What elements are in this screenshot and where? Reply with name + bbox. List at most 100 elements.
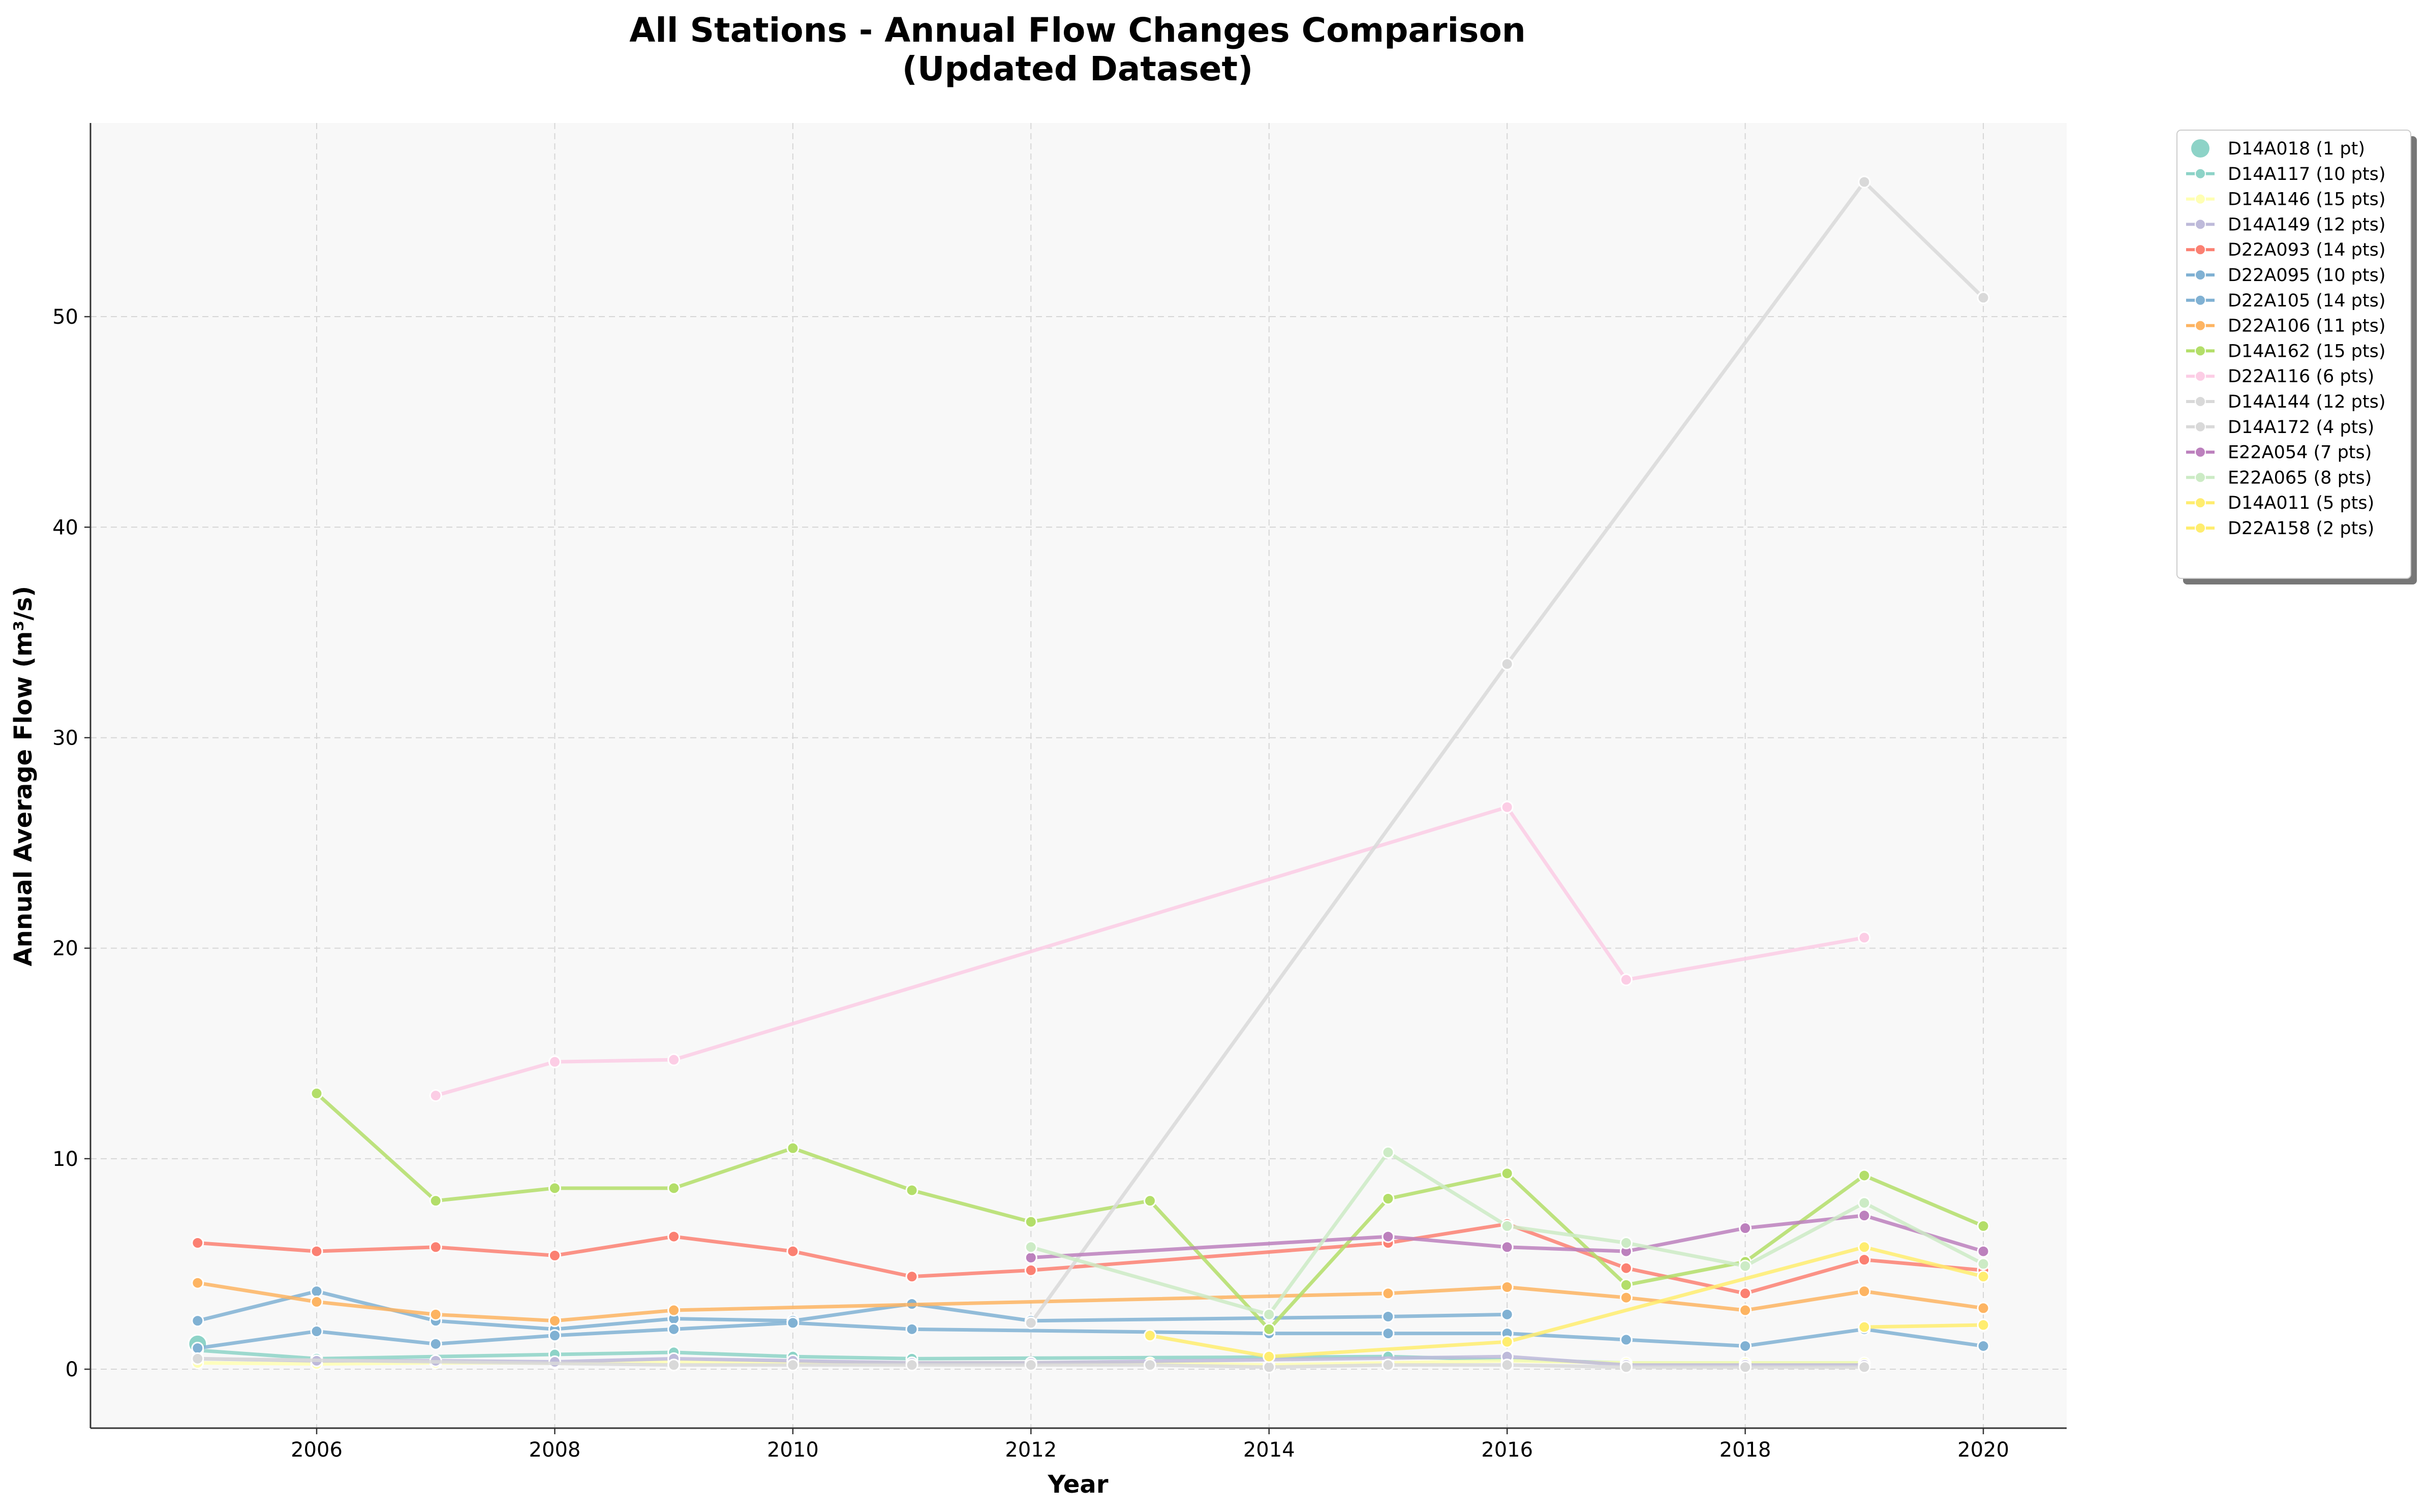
legend-entry: D22A105 (14 pts) (2186, 291, 2386, 311)
y-tick-label: 10 (52, 1148, 78, 1171)
data-point (1858, 1361, 1871, 1374)
legend-entry: D14A146 (15 pts) (2186, 190, 2386, 210)
legend-marker (2195, 219, 2206, 230)
legend-entry: D14A149 (12 pts) (2186, 214, 2386, 235)
data-point (429, 1194, 442, 1208)
legend-entry: D22A158 (2 pts) (2186, 518, 2374, 539)
data-point (1263, 1322, 1276, 1336)
data-point (1263, 1361, 1276, 1374)
legend-label: D14A011 (5 pts) (2228, 493, 2374, 513)
data-point (1144, 1194, 1157, 1208)
series-line (197, 1289, 1508, 1331)
legend-box (2176, 130, 2411, 579)
data-point (1739, 1304, 1752, 1317)
data-point (1858, 1253, 1871, 1267)
data-point (1500, 657, 1514, 670)
legend-entry: D14A172 (4 pts) (2186, 417, 2374, 438)
data-point (1500, 1241, 1514, 1254)
series-line (197, 1321, 1984, 1350)
data-point (1858, 1320, 1871, 1334)
chart-title-line2: (Updated Dataset) (902, 49, 1253, 88)
data-point (1500, 1308, 1514, 1321)
legend-entry: D14A018 (1 pt) (2191, 139, 2365, 159)
series-line (197, 1222, 1984, 1295)
data-point (905, 1270, 918, 1283)
data-point (786, 1316, 800, 1330)
plot-area (90, 123, 2067, 1428)
data-point (429, 1308, 442, 1321)
y-tick-label: 40 (52, 516, 78, 539)
data-point (1500, 1335, 1514, 1348)
data-point (1500, 1359, 1514, 1372)
data-point (1977, 1302, 1990, 1315)
data-point (1977, 1318, 1990, 1332)
data-point (548, 1314, 561, 1328)
x-tick-label: 2012 (1005, 1438, 1057, 1462)
series-line (1030, 1150, 1984, 1316)
legend-marker (2195, 472, 2206, 483)
legend-entry: E22A065 (8 pts) (2186, 468, 2372, 488)
data-point (191, 1276, 204, 1289)
series-layer (188, 175, 1990, 1374)
series (191, 1316, 1990, 1355)
data-point (1739, 1339, 1752, 1352)
legend-entry: D14A162 (15 pts) (2186, 341, 2386, 361)
data-point (1977, 291, 1990, 304)
data-point (1381, 1359, 1395, 1372)
series (1144, 1241, 1990, 1363)
data-point (667, 1304, 681, 1317)
legend-entry: D14A144 (12 pts) (2186, 392, 2386, 412)
ticks: 2006 2008 2010 2012 2014 2016 2018 2020 0 10 20 30 4… (52, 305, 2009, 1462)
legend-entry: D22A093 (14 pts) (2186, 240, 2386, 260)
legend-label: D22A116 (6 pts) (2228, 366, 2374, 387)
series (191, 1217, 1990, 1300)
data-point (1619, 1278, 1633, 1291)
data-point (1739, 1222, 1752, 1235)
data-point (1739, 1287, 1752, 1300)
legend-label: D22A106 (11 pts) (2228, 316, 2386, 336)
legend-label: D14A117 (10 pts) (2228, 164, 2386, 184)
data-point (548, 1182, 561, 1195)
legend-marker (2195, 320, 2206, 331)
data-point (1381, 1287, 1395, 1300)
data-point (667, 1053, 681, 1066)
legend-label: D14A144 (12 pts) (2228, 392, 2386, 412)
legend-marker (2195, 421, 2206, 433)
data-point (1977, 1257, 1990, 1271)
data-point (1024, 1251, 1037, 1264)
x-tick-label: 2008 (529, 1438, 581, 1462)
data-point (1619, 1333, 1633, 1346)
data-point (1977, 1339, 1990, 1352)
legend-label: E22A054 (7 pts) (2228, 443, 2372, 463)
data-point (1858, 1196, 1871, 1210)
data-point (1500, 1167, 1514, 1180)
legend-entry: D14A117 (10 pts) (2186, 164, 2386, 184)
data-point (667, 1322, 681, 1336)
legend-marker (2195, 396, 2206, 407)
legend-entries: D14A018 (1 pt) D14A117 (10 pts) D14A146 (1… (2186, 139, 2386, 539)
series-line (435, 805, 1865, 1097)
x-axis-label: Year (1048, 1470, 1109, 1499)
legend-marker (2195, 294, 2206, 306)
legend-label: D14A018 (1 pt) (2228, 139, 2365, 159)
legend-marker (2195, 269, 2206, 281)
data-point (1263, 1308, 1276, 1321)
data-point (310, 1285, 323, 1298)
legend-label: D22A105 (14 pts) (2228, 291, 2386, 311)
data-point (548, 1055, 561, 1068)
data-point (1858, 1169, 1871, 1182)
legend-label: D14A172 (4 pts) (2228, 417, 2374, 438)
legend-marker (2195, 345, 2206, 357)
series (191, 1276, 1990, 1328)
data-point (1144, 1329, 1157, 1342)
data-point (667, 1182, 681, 1195)
data-point (1381, 1146, 1395, 1159)
legend-entry: D22A116 (6 pts) (2186, 366, 2374, 387)
x-tick-label: 2006 (291, 1438, 343, 1462)
y-tick-label: 0 (66, 1358, 78, 1381)
legend: D14A018 (1 pt) D14A117 (10 pts) D14A146 (1… (2176, 130, 2417, 584)
data-point (786, 1245, 800, 1258)
data-point (1381, 1310, 1395, 1323)
legend-label: D22A095 (10 pts) (2228, 265, 2386, 286)
data-point (1619, 973, 1633, 986)
